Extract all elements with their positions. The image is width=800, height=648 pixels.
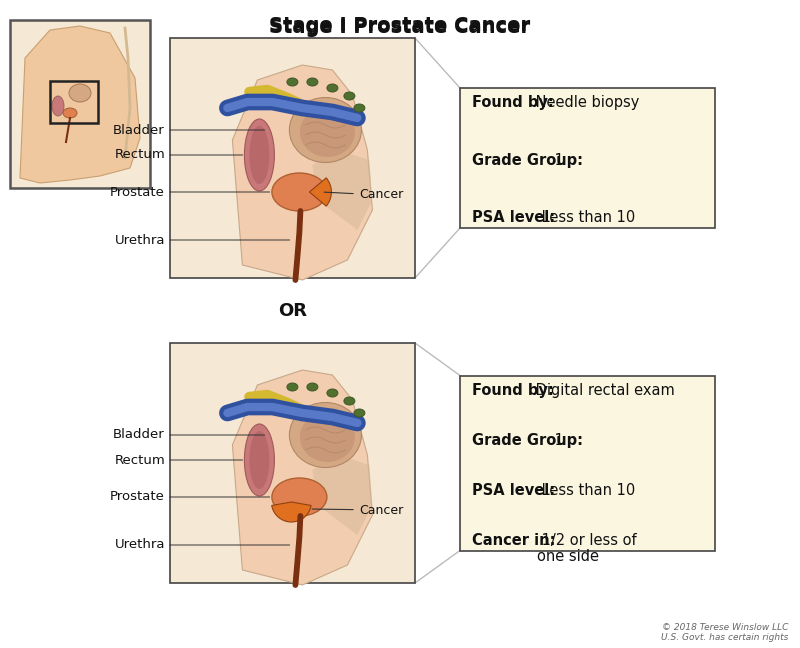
Ellipse shape — [287, 383, 298, 391]
Text: Found by:: Found by: — [472, 95, 554, 111]
Polygon shape — [312, 455, 372, 535]
Text: Less than 10: Less than 10 — [537, 211, 635, 226]
Ellipse shape — [52, 96, 64, 116]
Text: 1/2 or less of: 1/2 or less of — [537, 533, 637, 548]
Ellipse shape — [245, 424, 274, 496]
Text: © 2018 Terese Winslow LLC
U.S. Govt. has certain rights: © 2018 Terese Winslow LLC U.S. Govt. has… — [661, 623, 788, 642]
Ellipse shape — [272, 478, 327, 516]
Ellipse shape — [300, 107, 355, 157]
Ellipse shape — [354, 409, 365, 417]
Bar — [170, 38, 415, 278]
Ellipse shape — [307, 78, 318, 86]
Polygon shape — [232, 370, 372, 585]
Text: Grade Group:: Grade Group: — [472, 433, 583, 448]
Text: Urethra: Urethra — [114, 538, 165, 551]
FancyBboxPatch shape — [460, 88, 715, 228]
Ellipse shape — [327, 84, 338, 92]
Text: Prostate: Prostate — [110, 491, 165, 503]
Ellipse shape — [250, 126, 270, 184]
Text: Bladder: Bladder — [114, 428, 165, 441]
Text: 1: 1 — [550, 433, 564, 448]
Polygon shape — [312, 150, 372, 230]
Ellipse shape — [300, 412, 355, 462]
Ellipse shape — [63, 108, 77, 118]
Ellipse shape — [290, 97, 362, 163]
Text: Stage I Prostate Cancer: Stage I Prostate Cancer — [270, 16, 530, 35]
Text: PSA level:: PSA level: — [472, 483, 555, 498]
FancyBboxPatch shape — [460, 375, 715, 551]
Polygon shape — [20, 26, 140, 183]
Ellipse shape — [307, 383, 318, 391]
Text: Found by:: Found by: — [472, 383, 554, 398]
Bar — [10, 20, 150, 188]
Text: Rectum: Rectum — [114, 148, 165, 161]
Text: one side: one side — [537, 549, 599, 564]
Wedge shape — [272, 502, 311, 522]
Polygon shape — [232, 65, 372, 280]
Text: Digital rectal exam: Digital rectal exam — [530, 383, 674, 398]
Ellipse shape — [250, 431, 270, 489]
Text: Rectum: Rectum — [114, 454, 165, 467]
Text: Prostate: Prostate — [110, 185, 165, 198]
Text: Grade Group:: Grade Group: — [472, 153, 583, 168]
Text: Cancer: Cancer — [324, 189, 403, 202]
Ellipse shape — [272, 173, 327, 211]
Text: 1: 1 — [550, 153, 564, 168]
Bar — [50, 81, 98, 123]
Text: OR: OR — [278, 301, 307, 319]
Ellipse shape — [69, 84, 91, 102]
Ellipse shape — [290, 402, 362, 467]
Text: Urethra: Urethra — [114, 233, 165, 246]
Text: Cancer in:: Cancer in: — [472, 533, 555, 548]
Text: Bladder: Bladder — [114, 124, 165, 137]
Ellipse shape — [344, 397, 355, 405]
Ellipse shape — [287, 78, 298, 86]
Text: Needle biopsy: Needle biopsy — [530, 95, 639, 111]
Text: Stage I Prostate Cancer: Stage I Prostate Cancer — [270, 18, 530, 37]
Ellipse shape — [245, 119, 274, 191]
Text: Cancer: Cancer — [312, 503, 403, 516]
Ellipse shape — [354, 104, 365, 112]
Text: Less than 10: Less than 10 — [537, 483, 635, 498]
Ellipse shape — [327, 389, 338, 397]
Wedge shape — [310, 178, 331, 206]
Bar — [170, 343, 415, 583]
Text: PSA level:: PSA level: — [472, 211, 555, 226]
Ellipse shape — [344, 92, 355, 100]
